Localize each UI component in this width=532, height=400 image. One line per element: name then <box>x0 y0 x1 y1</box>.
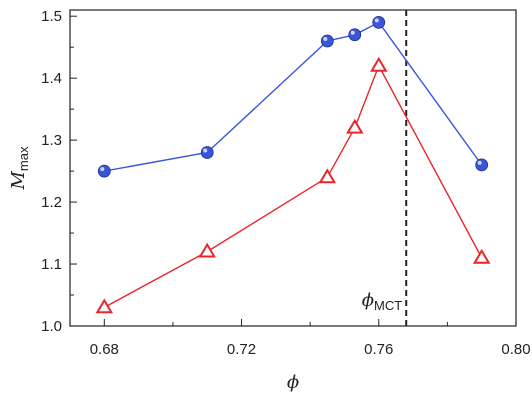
data-point <box>320 34 334 48</box>
data-point-highlight <box>477 160 482 165</box>
series-line <box>104 21 483 172</box>
data-point <box>346 118 364 134</box>
data-point-highlight <box>374 18 379 23</box>
y-axis-label-sub: max <box>16 146 31 171</box>
y-tick-label: 1.2 <box>41 194 62 211</box>
y-tick-label: 1.0 <box>41 318 62 335</box>
data-point <box>95 298 114 314</box>
data-point <box>475 158 489 172</box>
labels: ϕ Mmax ϕMCT <box>8 146 402 393</box>
y-tick-label: 1.1 <box>41 256 62 273</box>
y-tick-label: 1.4 <box>41 70 62 87</box>
data-point-highlight <box>323 36 328 41</box>
data-point <box>200 146 214 159</box>
data-point <box>472 248 491 264</box>
x-tick-label: 0.68 <box>90 341 119 358</box>
plot-frame <box>69 9 517 327</box>
vline-annotation-main: ϕ <box>362 290 374 311</box>
x-tick-label: 0.80 <box>501 341 530 358</box>
data-point <box>348 28 362 42</box>
data-point <box>198 242 216 258</box>
x-axis-label: ϕ <box>287 372 299 393</box>
y-tick-label: 1.5 <box>41 8 62 25</box>
data-point <box>318 168 337 184</box>
vline-annotation: ϕMCT <box>362 290 402 313</box>
x-tick-label: 0.76 <box>364 341 393 358</box>
data-point-highlight <box>350 30 355 35</box>
data-point <box>372 15 386 29</box>
y-axis-label: Mmax <box>8 146 31 190</box>
x-tick-label: 0.72 <box>227 341 256 358</box>
series-circles <box>97 15 489 178</box>
series-line <box>103 64 483 309</box>
data-point <box>370 56 388 72</box>
axes: 0.68 0.72 0.76 0.80 1.0 1.1 1.2 1.3 1.4 1.5 <box>41 8 530 358</box>
y-tick-label: 1.3 <box>41 132 62 149</box>
data-point <box>97 164 111 178</box>
series-triangles <box>95 56 491 314</box>
vline-annotation-sub: MCT <box>374 298 402 313</box>
series-group <box>95 15 491 314</box>
data-point-highlight <box>203 148 208 153</box>
data-point-highlight <box>100 167 105 172</box>
y-axis-label-main: M <box>8 171 29 191</box>
